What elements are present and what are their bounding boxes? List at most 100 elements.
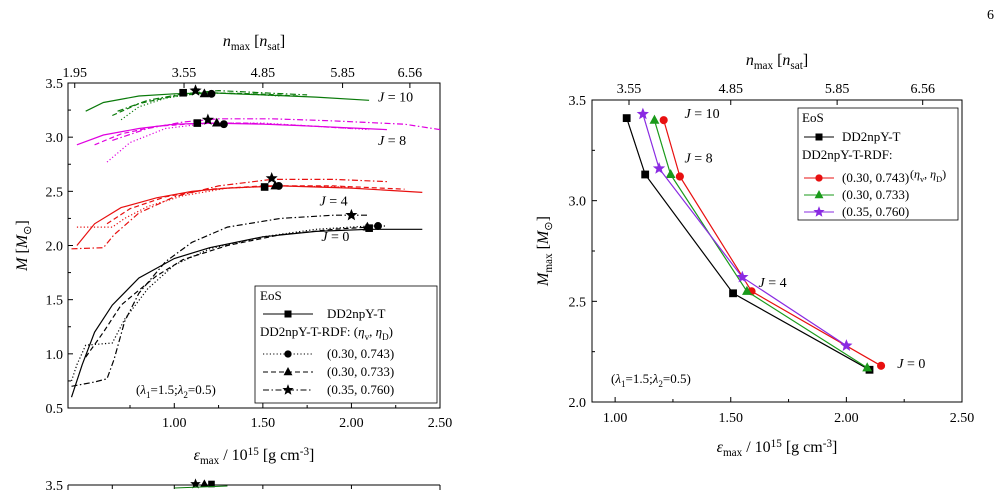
- x-tick-label: 2.00: [339, 416, 364, 431]
- y-tick-label: 3.0: [46, 131, 64, 146]
- legend-marker-square: [284, 310, 292, 318]
- series-line: [663, 119, 882, 367]
- legend-entry: (0.35, 0.760): [327, 382, 394, 397]
- legend-box: [254, 285, 438, 404]
- y-axis-title: Mmax [M⊙]: [535, 216, 555, 287]
- y-tick-label: 2.5: [569, 295, 587, 310]
- legend-entry: DD2npY-T-RDF: (ηv, ηD): [260, 324, 393, 342]
- x-axis-title: εmax / 1015 [g cm-3]: [717, 438, 838, 459]
- top-tick-label: 1.95: [62, 66, 87, 81]
- point-square: [622, 114, 631, 123]
- point-circle: [675, 172, 684, 181]
- j-label: J = 10: [685, 107, 720, 122]
- point-square: [641, 170, 650, 179]
- point-triangle: [862, 362, 873, 372]
- legend: EoS DD2npY-T DD2npY-T-RDF: (ηv, ηD) (0.30, …: [254, 285, 438, 404]
- legend-entry: (0.35, 0.760): [842, 204, 909, 219]
- point-star: [736, 270, 749, 283]
- x-tick-label: 1.50: [251, 416, 276, 431]
- legend-marker-star: [282, 384, 294, 395]
- y-tick-label: 3.5: [46, 77, 64, 92]
- top-axis-title: nmax [nsat]: [746, 52, 808, 72]
- legend-title: EoS: [260, 288, 282, 303]
- legend-marker-triangle: [814, 190, 824, 199]
- top-tick-label: 5.85: [330, 66, 355, 81]
- legend-entry: (0.30, 0.743): [327, 346, 394, 361]
- legend-title: EoS: [802, 110, 824, 125]
- legend-marker-circle: [284, 350, 292, 358]
- curve-dashdot: [112, 118, 440, 141]
- top-tick-label: 3.55: [172, 66, 197, 81]
- marker-square: [208, 480, 215, 488]
- curve-dashdot: [117, 89, 308, 112]
- y-tick-label: 1.0: [46, 348, 64, 363]
- legend-entry: DD2npY-T: [842, 129, 901, 144]
- y-tick-label: 2.0: [46, 240, 64, 255]
- point-star: [652, 162, 666, 174]
- marker-triangle: [211, 117, 222, 127]
- page-number: 6: [987, 8, 994, 23]
- curve-dotted: [106, 122, 370, 163]
- curve-fragment: [174, 485, 228, 489]
- top-tick-label: 4.85: [251, 66, 276, 81]
- marker-star: [345, 208, 358, 221]
- legend: EoS DD2npY-T DD2npY-T-RDF: (ηv, ηD)(0.30, 0…: [797, 107, 959, 221]
- group-label: J = 10: [378, 90, 413, 105]
- marker-circle: [207, 89, 216, 98]
- curve-dashdot: [71, 214, 370, 387]
- y-tick-label: 1.5: [46, 294, 64, 309]
- x-tick-label: 1.00: [162, 416, 187, 431]
- x-tick-label: 2.50: [950, 411, 975, 426]
- top-tick-label: 5.85: [825, 82, 850, 97]
- series-line: [642, 113, 847, 347]
- top-tick-label: 4.85: [719, 82, 744, 97]
- annotation: (λ1=1.5;λ2=0.5): [136, 382, 216, 400]
- point-triangle: [742, 285, 752, 295]
- marker-star: [201, 113, 215, 125]
- marker-star: [189, 84, 202, 96]
- curves: [70, 89, 440, 398]
- marker-star: [190, 478, 201, 489]
- point-triangle: [649, 114, 660, 124]
- point-triangle: [665, 169, 676, 179]
- top-axis-title: nmax [nsat]: [223, 33, 285, 53]
- legend-marker-circle: [815, 174, 823, 182]
- top-tick-label: 3.55: [617, 82, 642, 97]
- curve-dashed: [85, 226, 370, 358]
- legend-marker-square: [815, 133, 823, 141]
- point-star: [636, 107, 649, 120]
- point-circle: [659, 116, 668, 125]
- x-axis-title: εmax / 1015 [g cm-3]: [194, 446, 315, 467]
- j-label: J = 0: [897, 357, 925, 372]
- point-star: [840, 339, 853, 351]
- marker-square: [260, 183, 269, 191]
- curve-solid: [76, 122, 387, 146]
- marker-star: [265, 172, 278, 184]
- marker-circle: [374, 222, 382, 230]
- legend-box: [797, 107, 959, 221]
- curve-solid: [70, 228, 423, 398]
- y-tick-label: 2.5: [46, 185, 64, 200]
- series-line: [626, 117, 870, 371]
- top-tick-label: 6.56: [398, 66, 423, 81]
- curve-solid: [76, 185, 423, 246]
- chart-mass-vs-central-density: 1.00 1.50 2.00 2.50 0.5 1.0 1.5 2.0 2.5 3.0 3.51.9…: [14, 33, 452, 467]
- legend-entry: DD2npY-T-RDF:: [802, 147, 893, 162]
- legend-marker-star: [813, 206, 825, 217]
- top-tick-label: 6.56: [910, 82, 935, 97]
- x-tick-label: 2.00: [834, 411, 859, 426]
- marker-square: [193, 119, 202, 127]
- curve-dashed: [106, 185, 405, 225]
- y-tick-label: 0.5: [46, 402, 64, 417]
- point-circle: [876, 361, 886, 370]
- legend-entry: (0.30, 0.733): [842, 187, 909, 202]
- curve-dashdot: [71, 178, 387, 250]
- marker-triangle: [199, 88, 210, 98]
- marker-triangle: [270, 180, 281, 190]
- curve-dotted: [76, 185, 352, 228]
- y-tick-label: 3.0: [569, 195, 587, 210]
- group-label: J = 0: [321, 230, 349, 245]
- legend-entry: (0.30, 0.743): [842, 170, 909, 185]
- chart-max-mass-vs-central-density: 1.00 1.50 2.00 2.50 2.0 2.5 3.0 3.5 3.55 4.85 5.85…: [535, 52, 974, 459]
